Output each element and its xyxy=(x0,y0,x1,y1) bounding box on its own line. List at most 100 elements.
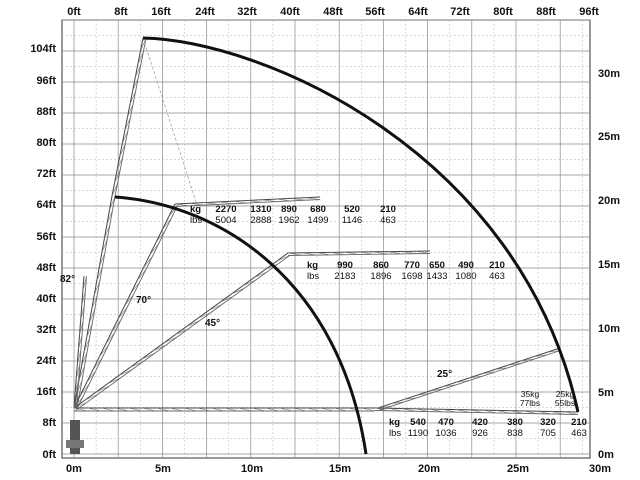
top-tick-label: 40ft xyxy=(280,6,300,18)
boom-45-chord-b xyxy=(75,255,291,411)
table-0-kg-value: 320 xyxy=(540,417,556,428)
angle-label-45: 45° xyxy=(205,318,220,329)
table-45-lbs-value: 1698 xyxy=(401,271,422,282)
boom-45-lattice xyxy=(175,328,189,335)
boom-0-lattice xyxy=(361,407,376,412)
table-70-kg-value: 680 xyxy=(310,204,326,215)
table-70-kg-value: 890 xyxy=(281,204,297,215)
left-tick-label: 40ft xyxy=(36,293,56,305)
table-0-lbs-unit: lbs xyxy=(389,428,401,439)
jib-25-lattice xyxy=(377,405,392,409)
boom-82-lower-lattice xyxy=(86,323,93,338)
boom-0-lattice xyxy=(333,407,348,412)
table-0-kg-value: 470 xyxy=(438,417,454,428)
boom-82-short-chord-b xyxy=(76,276,87,409)
boom-0-lattice xyxy=(87,407,102,412)
boom-70-lattice xyxy=(111,319,122,332)
boom-45-lattice xyxy=(209,304,223,311)
table-45-kg-value: 990 xyxy=(337,260,353,271)
boom-82-lower-lattice xyxy=(93,281,101,296)
jib-25-lattice xyxy=(520,358,535,362)
table-45-lbs-value: 2183 xyxy=(334,271,355,282)
jib-45-lattice xyxy=(316,252,331,256)
boom-0-lattice xyxy=(251,407,266,412)
boom-70-lattice xyxy=(130,281,141,294)
table-0-kg-value: 420 xyxy=(472,417,488,428)
boom-70-lattice xyxy=(143,256,153,268)
boom-0-lattice xyxy=(279,407,293,412)
boom-82-short-lattice xyxy=(73,393,78,409)
boom-45-lattice xyxy=(242,279,257,286)
bottom-tick-label: 10m xyxy=(241,463,263,475)
boom-0-lattice xyxy=(101,407,116,412)
jib-0-chord-a xyxy=(374,407,579,413)
bottom-tick-label: 20m xyxy=(418,463,440,475)
table-70-kg-value: 520 xyxy=(344,204,360,215)
boom-0-lattice xyxy=(347,407,362,412)
jib-70-lattice xyxy=(189,203,205,206)
boom-70-lattice xyxy=(124,294,134,307)
jib-0-lattice xyxy=(510,410,524,414)
jib-45-lattice xyxy=(358,251,374,255)
top-tick-label: 24ft xyxy=(195,6,215,18)
boom-0-lattice xyxy=(320,407,335,412)
bottom-tick-label: 30m xyxy=(589,463,611,475)
boom-82-lower-lattice xyxy=(96,267,103,281)
boom-45-lattice xyxy=(141,353,155,360)
boom-0-lattice xyxy=(128,407,143,412)
table-70-lbs-value: 463 xyxy=(380,215,396,226)
boom-82-lower-lattice xyxy=(106,210,113,225)
table-0-lbs-value: 463 xyxy=(571,428,587,439)
boom-70-lattice xyxy=(149,243,159,256)
boom-45-chord-a xyxy=(73,252,289,409)
left-tick-label: 96ft xyxy=(36,75,56,87)
boom-45-lattice xyxy=(107,377,121,384)
top-tick-label: 80ft xyxy=(493,6,513,18)
boom-82-short-lattice xyxy=(80,305,85,321)
left-tick-label: 16ft xyxy=(36,386,56,398)
jib-25-lattice xyxy=(494,367,509,370)
table-70-lbs-value: 5004 xyxy=(215,215,236,226)
boom-70-lattice xyxy=(155,230,166,243)
table-0-lbs-value: 1190 xyxy=(408,428,428,439)
top-tick-label: 48ft xyxy=(323,6,343,18)
boom-82-lower-lattice xyxy=(109,196,116,211)
boom-82-lower-lattice xyxy=(104,224,111,239)
boom-70-lattice xyxy=(86,370,96,383)
boom-82-upper-lattice xyxy=(116,156,123,170)
jib-70-lattice xyxy=(247,200,263,203)
left-tick-label: 80ft xyxy=(36,137,56,149)
boom-45-lattice xyxy=(152,344,166,352)
boom-70-chord-b xyxy=(76,205,179,410)
boom-82-short-lattice xyxy=(81,290,86,306)
boom-0-lattice xyxy=(238,407,252,412)
boom-0-lattice xyxy=(169,407,184,412)
angle-label-70: 70° xyxy=(136,295,151,306)
table-70-lbs-value: 1146 xyxy=(342,215,362,226)
table-70-lbs-value: 1499 xyxy=(307,215,328,226)
boom-0-lattice xyxy=(306,407,321,412)
boom-70-lattice xyxy=(105,332,115,345)
jib-45-lattice xyxy=(401,251,416,254)
jib-25-lattice xyxy=(533,354,548,357)
jib-45-lattice xyxy=(415,250,431,254)
left-tick-label: 72ft xyxy=(36,168,56,180)
boom-82-short-lattice xyxy=(75,364,81,379)
boom-82-upper-lattice xyxy=(119,143,126,157)
table-0-kg-value: 540 xyxy=(410,417,426,428)
top-tick-label: 8ft xyxy=(114,6,128,18)
table-45-kg-value: 210 xyxy=(489,260,505,271)
boom-0-lattice xyxy=(156,407,170,412)
table-0-kg-unit: kg xyxy=(389,417,400,428)
jib-25-lattice xyxy=(468,375,483,379)
boom-82-lower-lattice xyxy=(88,309,95,324)
bottom-tick-label: 25m xyxy=(507,463,529,475)
jib-0-lattice xyxy=(564,411,579,415)
boom-45-lattice xyxy=(220,295,234,303)
left-tick-label: 104ft xyxy=(30,43,56,55)
boom-70-lattice xyxy=(99,345,109,358)
angle-label-82: 82° xyxy=(60,274,75,285)
boom-45-lattice xyxy=(130,361,144,368)
left-tick-label: 32ft xyxy=(36,324,56,336)
